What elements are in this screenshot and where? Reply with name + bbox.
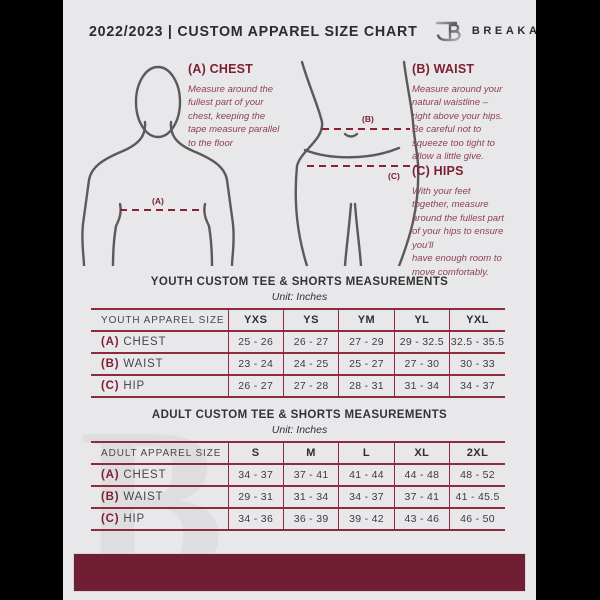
waist-line-label: (B) [362, 114, 374, 124]
size-header-cell: 2XL [449, 442, 505, 464]
size-header-cell: YM [338, 309, 395, 331]
table-header-row: YOUTH APPAREL SIZE YXS YS YM YL YXL [91, 309, 505, 331]
measurement-row: (A) CHEST 25 - 26 26 - 27 27 - 29 29 - 32.5 3… [91, 331, 505, 353]
size-header-cell: M [282, 442, 339, 464]
measurement-value: 46 - 50 [449, 508, 505, 530]
measurement-row: (B) WAIST 29 - 31 31 - 34 34 - 37 37 - 41 41 … [91, 486, 505, 508]
measurement-value: 31 - 34 [282, 486, 339, 508]
document-page: B 2022/2023 | CUSTOM APPAREL SIZE CHART … [63, 0, 536, 600]
measurement-value: 25 - 26 [227, 331, 284, 353]
measurement-value: 37 - 41 [282, 464, 339, 486]
size-header-cell: YXS [227, 309, 284, 331]
measurement-value: 29 - 31 [227, 486, 284, 508]
measurement-value: 29 - 32.5 [393, 331, 450, 353]
chest-measure-line [120, 209, 205, 211]
measurement-label: (A) CHEST [101, 336, 167, 348]
youth-section-title: YOUTH CUSTOM TEE & SHORTS MEASUREMENTS [150, 276, 449, 288]
hips-note-heading: (C) HIPS [412, 164, 464, 178]
measurement-value: 31 - 34 [393, 375, 450, 397]
chest-note-heading: (A) CHEST [188, 62, 253, 76]
measurement-prefix: (A) [101, 336, 120, 348]
adult-unit-label: Unit: Inches [271, 424, 328, 436]
measurement-value: 25 - 27 [338, 353, 395, 375]
measurement-label: (C) HIP [101, 513, 145, 525]
measurement-label: (C) HIP [101, 380, 145, 392]
measurement-value: 48 - 52 [449, 464, 505, 486]
footer-accent-bar [73, 553, 526, 592]
adult-section-title: ADULT CUSTOM TEE & SHORTS MEASUREMENTS [151, 409, 448, 421]
measurement-value: 34 - 37 [227, 464, 284, 486]
measurement-prefix: (C) [101, 380, 120, 392]
lower-body-figure [294, 60, 420, 266]
measurement-value: 39 - 42 [338, 508, 395, 530]
page-title: 2022/2023 | CUSTOM APPAREL SIZE CHART [89, 22, 418, 40]
size-column-header: YOUTH APPAREL SIZE [101, 314, 225, 326]
table-header-row: ADULT APPAREL SIZE S M L XL 2XL [91, 442, 505, 464]
waist-measure-line [322, 128, 410, 130]
document-header: 2022/2023 | CUSTOM APPAREL SIZE CHART BR… [63, 16, 536, 46]
waist-note-heading: (B) WAIST [412, 62, 475, 76]
brand-name: BREAKAWAY [471, 25, 536, 37]
measurement-value: 44 - 48 [393, 464, 450, 486]
size-header-cell: YL [393, 309, 450, 331]
measurement-value: 41 - 44 [338, 464, 395, 486]
measurement-row: (A) CHEST 34 - 37 37 - 41 41 - 44 44 - 48 48 … [91, 464, 505, 486]
measurement-value: 43 - 46 [393, 508, 450, 530]
measurement-prefix: (B) [101, 491, 120, 503]
measurement-value: 41 - 45.5 [449, 486, 505, 508]
youth-unit-label: Unit: Inches [271, 291, 328, 303]
hips-line-label: (C) [388, 171, 400, 181]
hips-note: (C) HIPS With your feet together, measur… [412, 164, 536, 279]
youth-size-table: YOUTH APPAREL SIZE YXS YS YM YL YXL (A) CHEST… [91, 308, 505, 398]
chest-line-label: (A) [152, 196, 164, 206]
chest-note-body: Measure around the fullest part of your … [188, 84, 280, 149]
measurement-value: 23 - 24 [227, 353, 284, 375]
measurement-value: 30 - 33 [449, 353, 505, 375]
size-header-cell: YS [282, 309, 339, 331]
measurement-value: 26 - 27 [282, 331, 339, 353]
measurement-value: 37 - 41 [393, 486, 450, 508]
measurement-value: 27 - 30 [393, 353, 450, 375]
adult-size-table: ADULT APPAREL SIZE S M L XL 2XL (A) CHEST 34 -… [91, 441, 505, 531]
waist-note-body: Measure around your natural waistline – … [412, 84, 503, 163]
measurement-value: 27 - 29 [338, 331, 395, 353]
measurement-value: 34 - 37 [449, 375, 505, 397]
adult-size-section: ADULT CUSTOM TEE & SHORTS MEASUREMENTS U… [63, 409, 536, 531]
hips-measure-line [307, 165, 418, 167]
size-header-cell: XL [393, 442, 450, 464]
measurement-label: (A) CHEST [101, 469, 167, 481]
waist-note: (B) WAIST Measure around your natural wa… [412, 62, 534, 164]
size-header-cell: YXL [449, 309, 505, 331]
size-column-header: ADULT APPAREL SIZE [101, 447, 222, 459]
size-header-cell: L [338, 442, 395, 464]
measurement-prefix: (B) [101, 358, 120, 370]
torso-figure [81, 65, 235, 266]
measurement-label: (B) WAIST [101, 491, 164, 503]
measurement-value: 32.5 - 35.5 [449, 331, 505, 353]
measurement-label: (B) WAIST [101, 358, 164, 370]
measurement-value: 26 - 27 [227, 375, 284, 397]
measurement-prefix: (A) [101, 469, 120, 481]
chest-note: (A) CHEST Measure around the fullest par… [188, 62, 300, 150]
measurement-prefix: (C) [101, 513, 120, 525]
measurement-value: 36 - 39 [282, 508, 339, 530]
measurement-value: 24 - 25 [282, 353, 339, 375]
measurement-row: (C) HIP 26 - 27 27 - 28 28 - 31 31 - 34 34 - … [91, 375, 505, 397]
hips-note-body: With your feet together, measure around … [412, 186, 504, 278]
brand-block: BREAKAWAY [435, 18, 536, 45]
measurement-value: 27 - 28 [282, 375, 339, 397]
youth-size-section: YOUTH CUSTOM TEE & SHORTS MEASUREMENTS U… [63, 276, 536, 398]
measurement-row: (B) WAIST 23 - 24 24 - 25 25 - 27 27 - 30 30 … [91, 353, 505, 375]
measuring-guide: (A) (B) (C) (A) CHEST Measure around the… [63, 58, 536, 278]
breakaway-logo-icon [435, 21, 461, 41]
measurement-value: 34 - 37 [338, 486, 395, 508]
measurement-value: 34 - 36 [227, 508, 284, 530]
measurement-value: 28 - 31 [338, 375, 395, 397]
size-header-cell: S [227, 442, 284, 464]
measurement-row: (C) HIP 34 - 36 36 - 39 39 - 42 43 - 46 46 - … [91, 508, 505, 530]
